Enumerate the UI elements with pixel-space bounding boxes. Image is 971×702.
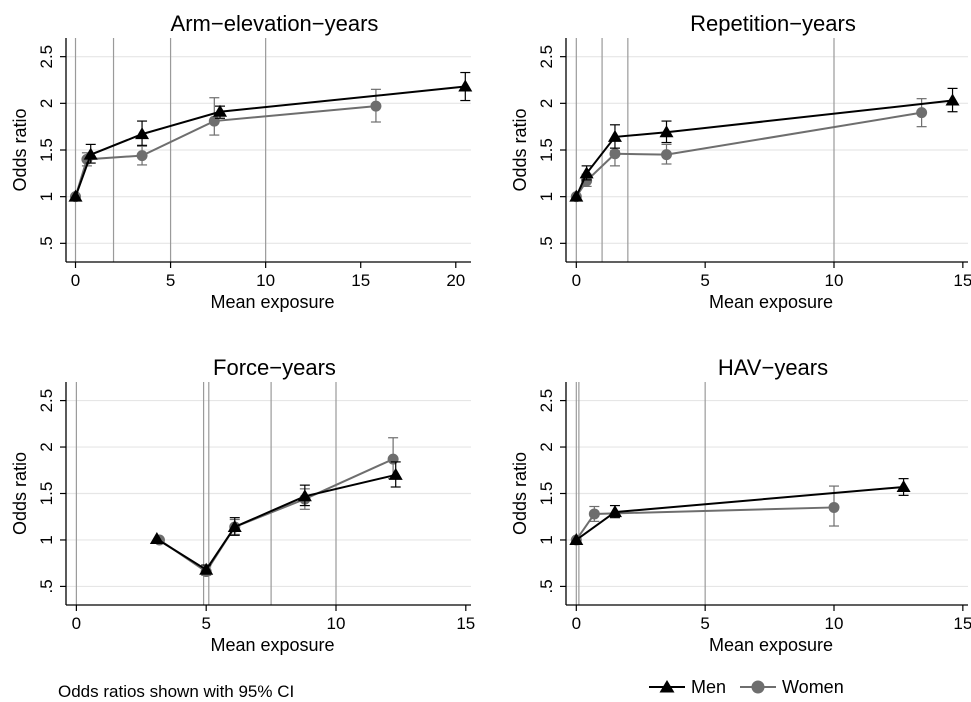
x-tick-label: 5 <box>700 614 709 633</box>
x-tick-label: 5 <box>166 271 175 290</box>
legend-women-key <box>740 680 777 694</box>
x-tick-label: 0 <box>71 271 80 290</box>
men-point <box>569 189 584 202</box>
y-tick-label: .5 <box>37 236 56 250</box>
series-line <box>156 473 396 572</box>
y-tick-label: 2 <box>537 99 556 108</box>
men-point <box>607 505 622 518</box>
women-point <box>609 148 621 160</box>
x-tick-label: 5 <box>201 614 210 633</box>
y-tick-label: 1 <box>37 192 56 201</box>
series-men <box>569 478 911 545</box>
series-line <box>575 99 953 198</box>
y-tick-label: 1.5 <box>37 482 56 506</box>
series-line <box>158 458 394 573</box>
men-point <box>199 562 214 575</box>
y-axis-label: Odds ratio <box>510 452 530 535</box>
men-point <box>297 489 312 502</box>
y-tick-label: .5 <box>37 579 56 593</box>
x-tick-label: 0 <box>572 271 581 290</box>
y-tick-label: 1.5 <box>37 138 56 162</box>
y-tick-label: 2.5 <box>37 45 56 69</box>
footnote: Odds ratios shown with 95% CI <box>58 682 295 701</box>
panel-title: Force−years <box>213 355 336 380</box>
men-point <box>569 532 584 545</box>
y-axis-label: Odds ratio <box>10 452 30 535</box>
series-men <box>68 71 473 202</box>
men-point <box>579 166 594 179</box>
x-tick-label: 20 <box>446 271 465 290</box>
women-point <box>661 149 672 161</box>
x-tick-label: 5 <box>700 271 709 290</box>
legend-label-men: Men <box>691 676 727 697</box>
x-axis-label: Mean exposure <box>709 635 833 655</box>
x-tick-label: 15 <box>351 271 370 290</box>
panel-2: .5 1 1.5 2 2.5 0 5 10 15 Mean exposure Odds ratio F… <box>10 355 475 655</box>
men-point <box>213 104 228 117</box>
x-tick-label: 15 <box>953 614 971 633</box>
women-point <box>916 107 928 119</box>
y-tick-label: .5 <box>537 579 556 593</box>
y-tick-label: 2 <box>37 442 56 451</box>
panel-title: Arm−elevation−years <box>171 11 379 36</box>
women-point <box>208 115 220 127</box>
women-point <box>370 100 382 112</box>
legend: Men Women <box>647 676 856 698</box>
x-axis-label: Mean exposure <box>210 635 334 655</box>
men-point <box>607 129 622 142</box>
men-point <box>659 125 674 138</box>
x-tick-label: 15 <box>456 614 475 633</box>
y-tick-label: 1 <box>537 535 556 544</box>
legend-men-key <box>649 680 685 693</box>
panel-0: .5 1 1.5 2 2.5 0 5 10 15 20 Mean exposure Odds rati… <box>10 11 473 312</box>
y-tick-label: 2.5 <box>537 45 556 69</box>
men-point <box>227 519 242 532</box>
men-point <box>68 189 83 202</box>
y-tick-label: 2 <box>537 442 556 451</box>
panel-3: .5 1 1.5 2 2.5 0 5 10 15 Mean exposure Odds ratio H… <box>510 355 971 655</box>
men-point <box>149 532 164 545</box>
y-tick-label: 2 <box>37 99 56 108</box>
men-point <box>83 147 98 160</box>
legend-label-women: Women <box>782 676 844 697</box>
y-tick-label: 1 <box>537 192 556 201</box>
y-tick-label: 2.5 <box>37 389 56 413</box>
women-point <box>387 453 399 465</box>
men-point <box>896 479 911 492</box>
men-point <box>458 79 473 92</box>
x-tick-label: 0 <box>572 614 581 633</box>
women-point <box>828 501 840 513</box>
panel-title: Repetition−years <box>690 11 856 36</box>
y-tick-label: 2.5 <box>537 389 556 413</box>
series-men <box>149 461 403 575</box>
y-tick-label: 1.5 <box>537 482 556 506</box>
women-point <box>136 150 148 162</box>
women-point <box>588 508 600 520</box>
men-point <box>135 127 150 140</box>
series-women <box>70 88 382 203</box>
x-tick-label: 10 <box>825 271 844 290</box>
y-tick-label: 1.5 <box>537 138 556 162</box>
x-axis-label: Mean exposure <box>709 292 833 312</box>
y-axis-label: Odds ratio <box>10 108 30 191</box>
x-tick-label: 10 <box>327 614 346 633</box>
series-line <box>74 105 377 197</box>
x-tick-label: 15 <box>953 271 971 290</box>
x-tick-label: 0 <box>72 614 81 633</box>
x-tick-label: 10 <box>256 271 275 290</box>
y-tick-label: .5 <box>537 236 556 250</box>
x-tick-label: 10 <box>825 614 844 633</box>
panel-title: HAV−years <box>718 355 828 380</box>
series-men <box>569 87 960 202</box>
x-axis-label: Mean exposure <box>210 292 334 312</box>
panel-1: .5 1 1.5 2 2.5 0 5 10 15 Mean exposure Odds ratio R… <box>510 11 971 312</box>
y-axis-label: Odds ratio <box>510 108 530 191</box>
men-point <box>388 467 403 480</box>
series-women <box>153 437 399 578</box>
men-point <box>945 93 960 106</box>
y-tick-label: 1 <box>37 535 56 544</box>
